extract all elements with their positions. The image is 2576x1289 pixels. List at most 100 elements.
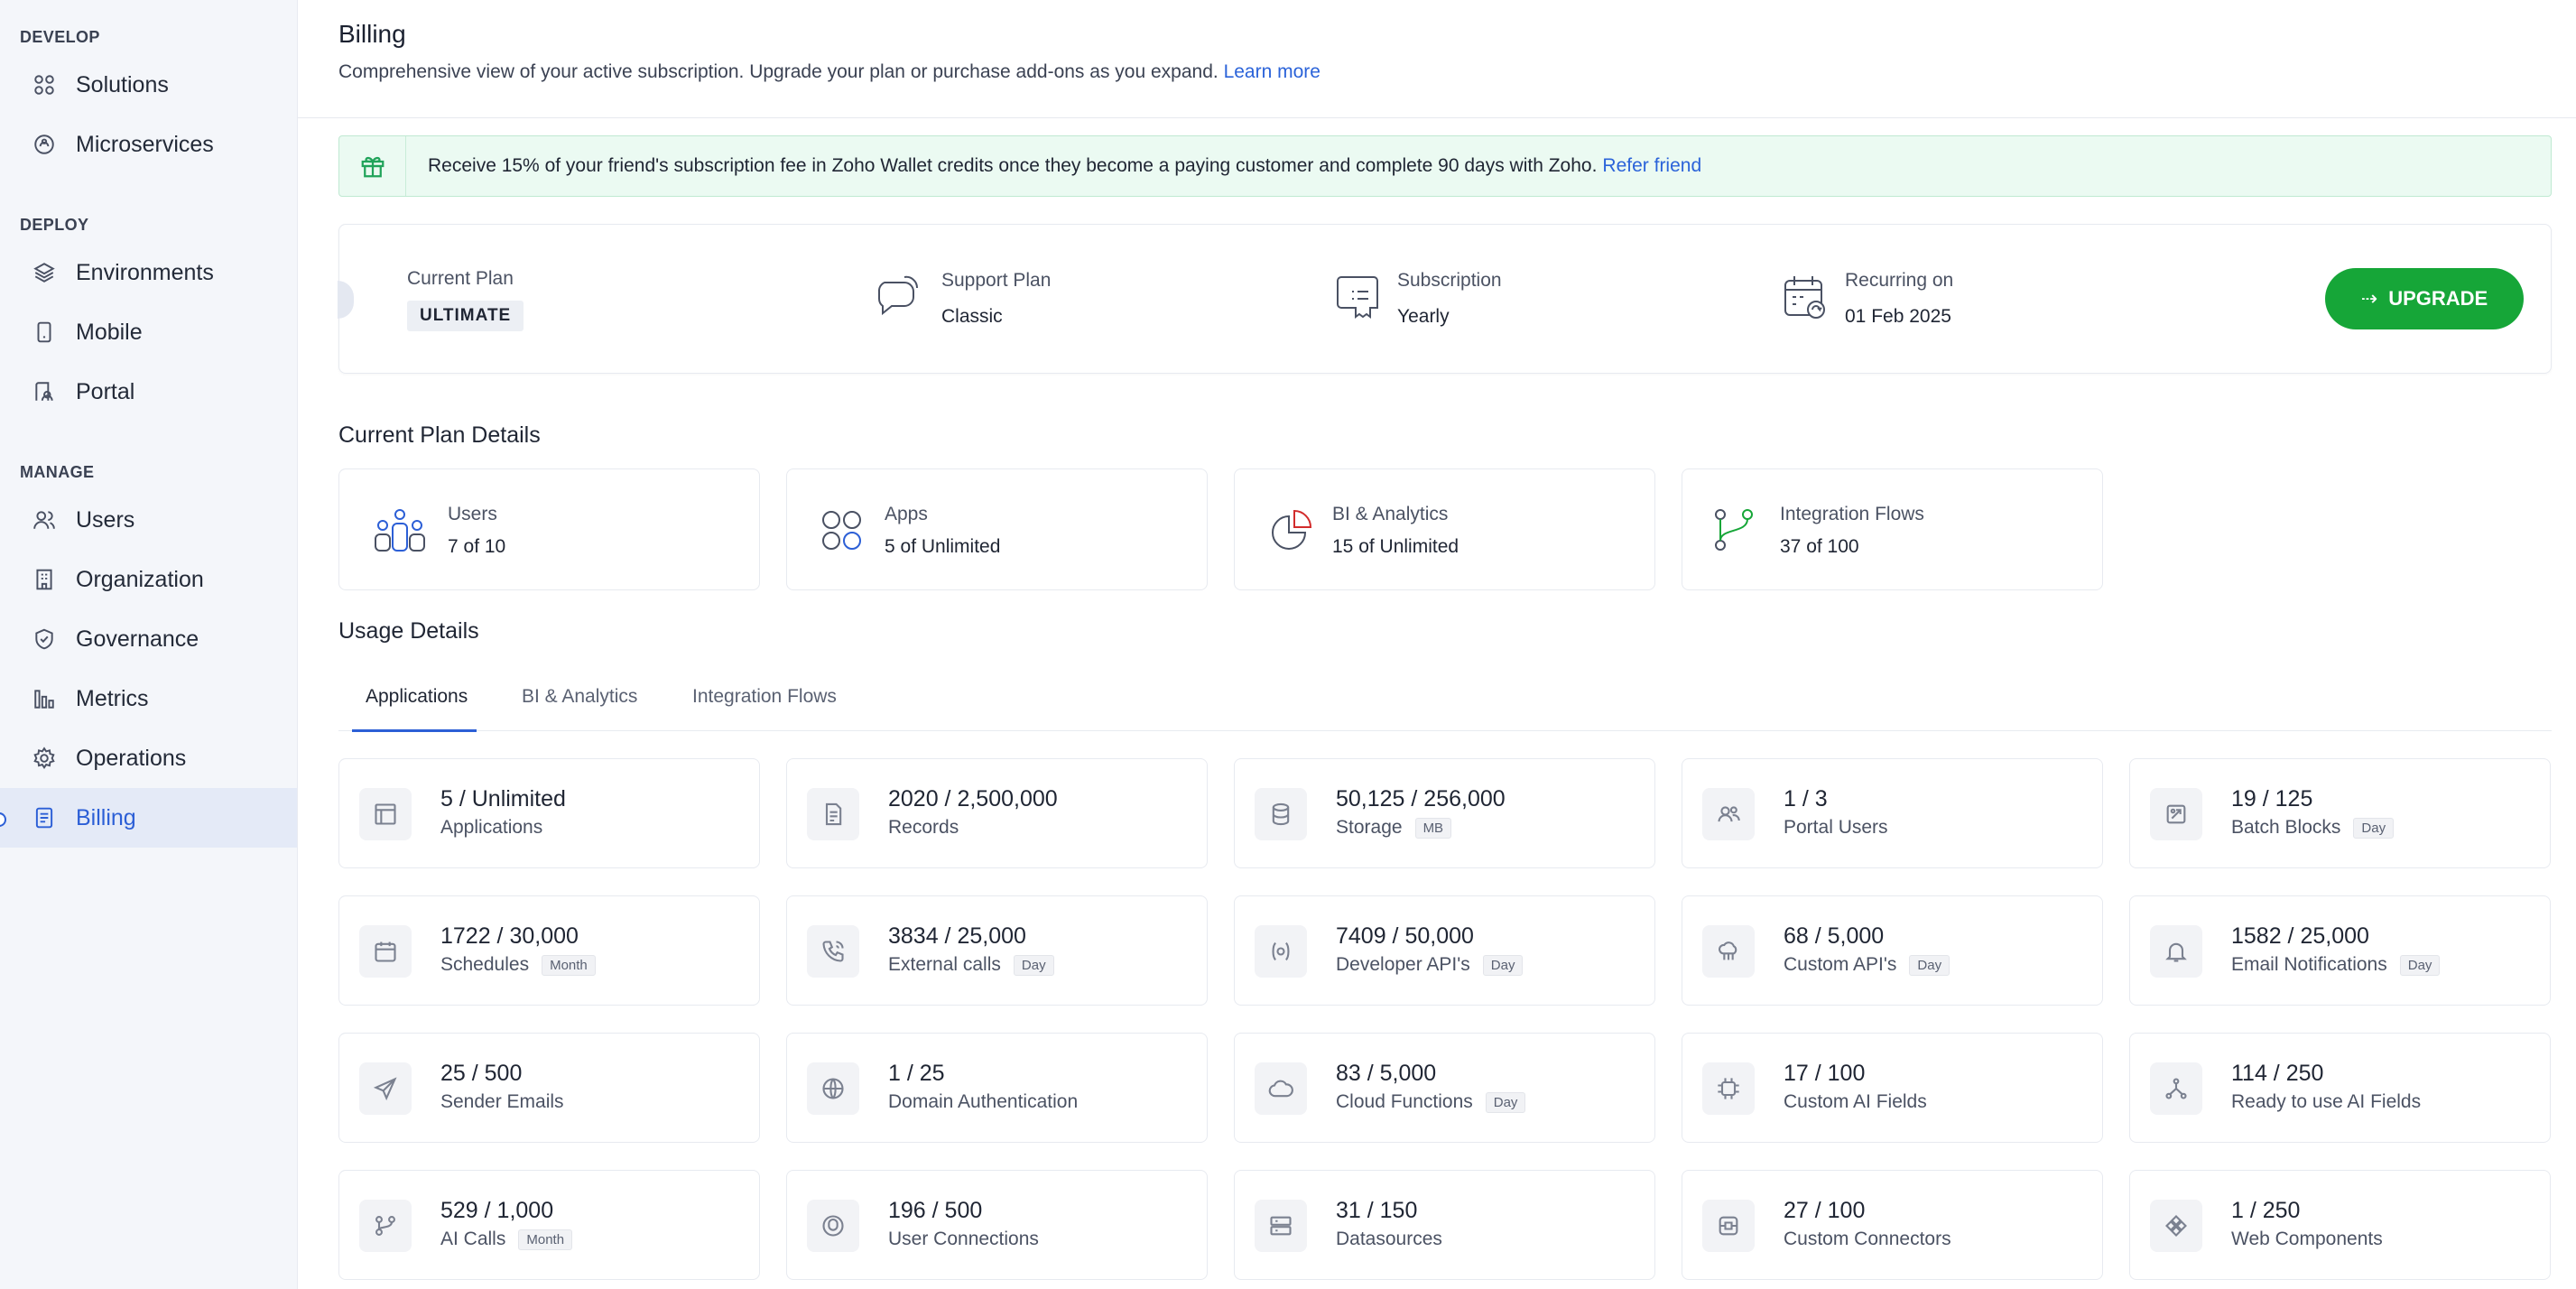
sidebar-item-operations[interactable]: Operations <box>0 728 297 788</box>
nodes-icon <box>2150 1062 2202 1115</box>
usage-value: 196 / 500 <box>888 1198 983 1223</box>
usage-value: 31 / 150 <box>1336 1198 1418 1223</box>
header-divider <box>298 117 2576 118</box>
bell-icon <box>2150 925 2202 978</box>
sidebar-item-mobile[interactable]: Mobile <box>0 302 297 362</box>
usage-unit-badge: Day <box>2353 817 2395 839</box>
usage-unit-badge: Month <box>542 954 596 976</box>
sidebar-item-label: Billing <box>76 804 136 830</box>
referral-banner: Receive 15% of your friend's subscriptio… <box>338 135 2552 197</box>
usage-card: 2020 / 2,500,000 Records <box>786 758 1208 868</box>
usage-label-row: User Connections <box>888 1229 1039 1250</box>
page-header: Billing Comprehensive view of your activ… <box>338 20 1320 83</box>
plan-detail-label: Users <box>448 504 497 524</box>
sidebar-item-governance[interactable]: Governance <box>0 609 297 669</box>
sidebar-item-label: Operations <box>76 745 187 771</box>
layers-icon <box>32 261 56 284</box>
arrow-right-icon: ⇢ <box>2360 287 2378 310</box>
usage-label: Sender Emails <box>440 1091 564 1112</box>
usage-label-row: Custom API's Day <box>1784 954 1951 976</box>
plan-detail-value: 7 of 10 <box>448 536 506 557</box>
usage-label: External calls <box>888 954 1001 975</box>
plan-detail-value: 5 of Unlimited <box>885 536 1001 557</box>
plan-detail-users: Users 7 of 10 <box>338 468 760 590</box>
document-icon <box>807 788 859 840</box>
upgrade-button[interactable]: ⇢ UPGRADE <box>2325 268 2524 329</box>
card-notch <box>338 281 354 319</box>
plan-detail-value: 37 of 100 <box>1780 536 1859 557</box>
usage-label: Datasources <box>1336 1229 1442 1249</box>
sidebar-item-microservices[interactable]: Microservices <box>0 115 297 174</box>
sidebar-item-solutions[interactable]: Solutions <box>0 55 297 115</box>
learn-more-link[interactable]: Learn more <box>1223 61 1320 82</box>
sidebar-item-label: Users <box>76 506 135 533</box>
sidebar-item-label: Metrics <box>76 685 149 711</box>
cloud-icon <box>1255 1062 1307 1115</box>
mobile-icon <box>32 320 56 344</box>
usage-label: Custom Connectors <box>1784 1229 1951 1249</box>
tab-integration-flows[interactable]: Integration Flows <box>692 686 837 707</box>
sidebar-item-billing[interactable]: Billing <box>0 788 297 848</box>
usage-label: Cloud Functions <box>1336 1091 1473 1112</box>
usage-value: 19 / 125 <box>2231 786 2313 811</box>
flow-icon <box>1711 505 1756 554</box>
usage-unit-badge: Day <box>1482 954 1524 976</box>
usage-label-row: Storage MB <box>1336 817 1452 839</box>
usage-label: AI Calls <box>440 1229 506 1249</box>
support-chat-icon <box>872 272 922 322</box>
tab-bi-analytics[interactable]: BI & Analytics <box>522 686 638 707</box>
usage-card: 529 / 1,000 AI Calls Month <box>338 1170 760 1280</box>
usage-value: 50,125 / 256,000 <box>1336 786 1506 811</box>
usage-label-row: Custom Connectors <box>1784 1229 1951 1250</box>
usage-value: 25 / 500 <box>440 1061 523 1086</box>
usage-card: 5 / Unlimited Applications <box>338 758 760 868</box>
sidebar-item-organization[interactable]: Organization <box>0 550 297 609</box>
usage-label-row: Schedules Month <box>440 954 596 976</box>
sidebar-item-users[interactable]: Users <box>0 490 297 550</box>
usage-card: 1 / 250 Web Components <box>2129 1170 2551 1280</box>
sidebar-item-environments[interactable]: Environments <box>0 243 297 302</box>
shield-check-icon <box>32 627 56 651</box>
sidebar-item-portal[interactable]: Portal <box>0 362 297 422</box>
subscription-summary-card: Current Plan ULTIMATE Support Plan Class… <box>338 224 2552 374</box>
usage-value: 2020 / 2,500,000 <box>888 786 1058 811</box>
usage-value: 1582 / 25,000 <box>2231 923 2369 949</box>
usage-label-row: Sender Emails <box>440 1091 564 1113</box>
microservices-icon <box>32 133 56 156</box>
sidebar-item-metrics[interactable]: Metrics <box>0 669 297 728</box>
calendar-recurring-icon <box>1780 272 1830 322</box>
usage-label-row: Batch Blocks Day <box>2231 817 2395 839</box>
recurring: Recurring on 01 Feb 2025 <box>1845 270 1953 328</box>
globe-lock-icon <box>807 1062 859 1115</box>
plan-detail-label: Integration Flows <box>1780 504 1924 524</box>
page-subtitle-text: Comprehensive view of your active subscr… <box>338 61 1219 82</box>
users-icon <box>32 508 56 532</box>
usage-label: Portal Users <box>1784 817 1888 838</box>
usage-label: Custom AI Fields <box>1784 1091 1927 1112</box>
support-plan-value[interactable]: Classic <box>941 306 1003 327</box>
usage-value: 1722 / 30,000 <box>440 923 579 949</box>
usage-label-row: Domain Authentication <box>888 1091 1078 1113</box>
component-icon <box>2150 1200 2202 1252</box>
usage-card: 196 / 500 User Connections <box>786 1170 1208 1280</box>
database-icon <box>1255 788 1307 840</box>
cloud-api-icon <box>1702 925 1755 978</box>
sidebar-item-label: Solutions <box>76 71 169 97</box>
connector-icon <box>1702 1200 1755 1252</box>
usage-card: 1582 / 25,000 Email Notifications Day <box>2129 895 2551 1006</box>
usage-label-row: Web Components <box>2231 1229 2383 1250</box>
sidebar-item-label: Governance <box>76 626 199 652</box>
usage-card: 50,125 / 256,000 Storage MB <box>1234 758 1655 868</box>
subscription-label: Subscription <box>1397 270 1502 291</box>
sidebar: DEVELOP Solutions Microservices DEPLOY E… <box>0 0 298 1289</box>
usage-card: 7409 / 50,000 Developer API's Day <box>1234 895 1655 1006</box>
usage-label: Batch Blocks <box>2231 817 2341 838</box>
subscription-receipt-icon <box>1332 272 1383 322</box>
tab-applications[interactable]: Applications <box>351 686 477 732</box>
current-plan-label: Current Plan <box>407 268 514 289</box>
refer-friend-link[interactable]: Refer friend <box>1602 155 1702 176</box>
send-icon <box>359 1062 412 1115</box>
api-icon <box>1255 925 1307 978</box>
subscription-value: Yearly <box>1397 306 1450 327</box>
usage-card: 27 / 100 Custom Connectors <box>1682 1170 2103 1280</box>
